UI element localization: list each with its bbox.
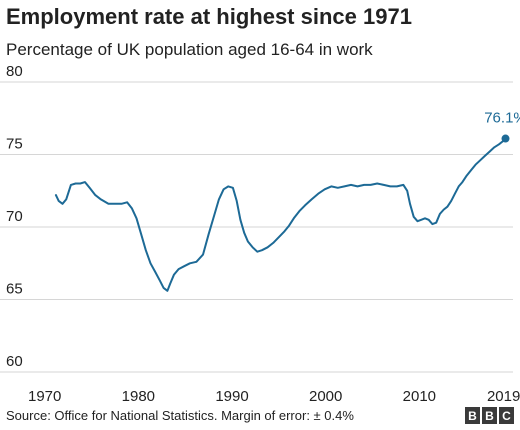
endpoint-marker — [501, 134, 510, 143]
y-tick-label-75: 75 — [6, 136, 23, 153]
y-tick-label-80: 80 — [6, 63, 23, 80]
y-tick-label-70: 70 — [6, 208, 23, 225]
x-tick-label-1990: 1990 — [215, 388, 248, 405]
chart-title: Employment rate at highest since 1971 — [6, 4, 412, 29]
endpoint-label: 76.1% — [484, 110, 520, 127]
logo-letter-b2: B — [482, 407, 497, 424]
x-tick-label-1970: 1970 — [28, 388, 61, 405]
chart-subtitle: Percentage of UK population aged 16-64 i… — [6, 40, 373, 59]
logo-letter-b1: B — [465, 407, 480, 424]
x-tick-label-2000: 2000 — [309, 388, 342, 405]
source-note: Source: Office for National Statistics. … — [6, 408, 354, 423]
y-tick-label-60: 60 — [6, 353, 23, 370]
x-tick-label-1980: 1980 — [122, 388, 155, 405]
logo-letter-c: C — [499, 407, 514, 424]
y-tick-label-65: 65 — [6, 281, 23, 298]
x-tick-label-2010: 2010 — [403, 388, 436, 405]
line-chart: 60 65 70 75 80 1970 1980 1990 2000 2010 2019 76.1% — [0, 63, 520, 405]
x-tick-label-2019: 2019 — [487, 388, 520, 405]
series-line-0 — [54, 137, 507, 292]
bbc-logo: B B C — [465, 407, 514, 424]
